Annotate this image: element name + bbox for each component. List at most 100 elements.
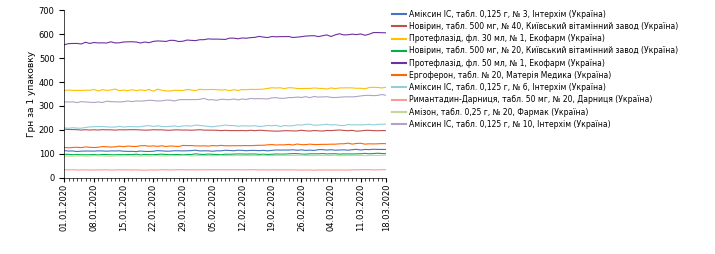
Новірин, табл. 500 мг, № 20, Київський вітамінний завод (Україна) [382,152,390,155]
Line: Новірин, табл. 500 мг, № 20, Київський вітамінний завод (Україна): Новірин, табл. 500 мг, № 20, Київський в… [64,153,386,155]
Line: Амізон, табл. 0,25 г, № 20, Фармак (Україна): Амізон, табл. 0,25 г, № 20, Фармак (Укра… [64,155,386,156]
Протефлазід, фл. 30 мл, № 1, Екофарм (Україна) [174,89,183,92]
Римантадин-Дарниця, табл. 50 мг, № 20, Дарниця (Україна) [166,168,174,171]
Новірин, табл. 500 мг, № 40, Київський вітамінний завод (Україна) [124,128,132,131]
Протефлазід, фл. 30 мл, № 1, Екофарм (Україна) [204,88,212,91]
Амізон, табл. 0,25 г, № 20, Фармак (Україна) [242,154,251,157]
Аміксин ІС, табл. 0,125 г, № 3, Інтерхім (Україна) [369,148,378,151]
Римантадин-Дарниця, табл. 50 мг, № 20, Дарниця (Україна) [170,168,179,171]
Ергоферон, табл. № 20, Матерія Медика (Україна) [60,146,69,149]
Аміксин ІС, табл. 0,125 г, № 3, Інтерхім (Україна) [132,150,141,153]
Новірин, табл. 500 мг, № 20, Київський вітамінний завод (Україна) [195,153,204,156]
Протефлазід, фл. 30 мл, № 1, Екофарм (Україна) [60,89,69,92]
Аміксин ІС, табл. 0,125 г, № 10, Інтерхім (Україна) [378,93,386,96]
Ергоферон, табл. № 20, Матерія Медика (Україна) [242,144,251,147]
Римантадин-Дарниця, табл. 50 мг, № 20, Дарниця (Україна) [310,169,318,172]
Ергоферон, табл. № 20, Матерія Медика (Україна) [64,146,73,149]
Аміксин ІС, табл. 0,125 г, № 6, Інтерхім (Україна) [128,125,137,128]
Новірин, табл. 500 мг, № 40, Київський вітамінний завод (Україна) [192,129,200,132]
Новірин, табл. 500 мг, № 40, Київський вітамінний завод (Україна) [382,129,390,132]
Ергоферон, табл. № 20, Матерія Медика (Україна) [344,142,352,145]
Протефлазід, фл. 30 мл, № 1, Екофарм (Україна) [382,86,390,89]
Аміксин ІС, табл. 0,125 г, № 6, Інтерхім (Україна) [60,126,69,129]
Амізон, табл. 0,25 г, № 20, Фармак (Україна) [128,154,137,157]
Line: Аміксин ІС, табл. 0,125 г, № 6, Інтерхім (Україна): Аміксин ІС, табл. 0,125 г, № 6, Інтерхім… [64,124,386,128]
Амізон, табл. 0,25 г, № 20, Фармак (Україна) [102,155,111,158]
Ергоферон, табл. № 20, Матерія Медика (Україна) [174,145,183,148]
Амізон, табл. 0,25 г, № 20, Фармак (Україна) [60,154,69,157]
Y-axis label: Грн за 1 упаковку: Грн за 1 упаковку [27,51,36,137]
Аміксин ІС, табл. 0,125 г, № 10, Інтерхім (Україна) [242,98,251,101]
Аміксин ІС, табл. 0,125 г, № 3, Інтерхім (Україна) [204,149,212,152]
Аміксин ІС, табл. 0,125 г, № 3, Інтерхім (Україна) [170,149,179,152]
Протефлазід, фл. 50 мл, № 1, Екофарм (Україна) [238,37,247,40]
Аміксин ІС, табл. 0,125 г, № 3, Інтерхім (Україна) [195,149,204,152]
Новірин, табл. 500 мг, № 20, Київський вітамінний завод (Україна) [137,153,145,156]
Протефлазід, фл. 50 мл, № 1, Екофарм (Україна) [199,38,208,41]
Протефлазід, фл. 30 мл, № 1, Екофарм (Україна) [124,89,132,92]
Line: Ергоферон, табл. № 20, Матерія Медика (Україна): Ергоферон, табл. № 20, Матерія Медика (У… [64,143,386,148]
Протефлазід, фл. 50 мл, № 1, Екофарм (Україна) [166,39,174,42]
Новірин, табл. 500 мг, № 40, Київський вітамінний завод (Україна) [166,129,174,132]
Аміксин ІС, табл. 0,125 г, № 10, Інтерхім (Україна) [60,100,69,103]
Амізон, табл. 0,25 г, № 20, Фармак (Україна) [195,154,204,157]
Ергоферон, табл. № 20, Матерія Медика (Україна) [128,145,137,148]
Аміксин ІС, табл. 0,125 г, № 6, Інтерхім (Україна) [170,124,179,128]
Аміксин ІС, табл. 0,125 г, № 10, Інтерхім (Україна) [382,94,390,97]
Аміксин ІС, табл. 0,125 г, № 6, Інтерхім (Україна) [204,125,212,128]
Новірин, табл. 500 мг, № 40, Київський вітамінний завод (Україна) [170,128,179,131]
Протефлазід, фл. 50 мл, № 1, Екофарм (Україна) [382,31,390,34]
Ергоферон, табл. № 20, Матерія Медика (Україна) [382,142,390,145]
Новірин, табл. 500 мг, № 20, Київський вітамінний завод (Україна) [170,153,179,156]
Новірин, табл. 500 мг, № 20, Київський вітамінний завод (Україна) [174,153,183,156]
Амізон, табл. 0,25 г, № 20, Фармак (Україна) [204,154,212,157]
Line: Аміксин ІС, табл. 0,125 г, № 3, Інтерхім (Україна): Аміксин ІС, табл. 0,125 г, № 3, Інтерхім… [64,149,386,152]
Амізон, табл. 0,25 г, № 20, Фармак (Україна) [382,153,390,156]
Римантадин-Дарниця, табл. 50 мг, № 20, Дарниця (Україна) [204,168,212,171]
Амізон, табл. 0,25 г, № 20, Фармак (Україна) [174,154,183,157]
Legend: Аміксин ІС, табл. 0,125 г, № 3, Інтерхім (Україна), Новірин, табл. 500 мг, № 40,: Аміксин ІС, табл. 0,125 г, № 3, Інтерхім… [389,7,681,132]
Аміксин ІС, табл. 0,125 г, № 10, Інтерхім (Україна) [174,98,183,101]
Новірин, табл. 500 мг, № 20, Київський вітамінний завод (Україна) [204,153,212,156]
Римантадин-Дарниця, табл. 50 мг, № 20, Дарниця (Україна) [242,168,251,171]
Аміксин ІС, табл. 0,125 г, № 6, Інтерхім (Україна) [382,123,390,126]
Ергоферон, табл. № 20, Матерія Медика (Україна) [195,144,204,147]
Новірин, табл. 500 мг, № 20, Київський вітамінний завод (Україна) [60,153,69,156]
Аміксин ІС, табл. 0,125 г, № 10, Інтерхім (Україна) [204,98,212,101]
Новірин, табл. 500 мг, № 20, Київський вітамінний завод (Україна) [124,153,132,156]
Аміксин ІС, табл. 0,125 г, № 6, Інтерхім (Україна) [242,124,251,128]
Аміксин ІС, табл. 0,125 г, № 6, Інтерхім (Україна) [378,123,386,126]
Протефлазід, фл. 50 мл, № 1, Екофарм (Україна) [170,39,179,42]
Протефлазід, фл. 30 мл, № 1, Екофарм (Україна) [170,89,179,92]
Аміксин ІС, табл. 0,125 г, № 3, Інтерхім (Україна) [382,148,390,151]
Римантадин-Дарниця, табл. 50 мг, № 20, Дарниця (Україна) [382,168,390,171]
Аміксин ІС, табл. 0,125 г, № 3, Інтерхім (Україна) [242,149,251,152]
Аміксин ІС, табл. 0,125 г, № 10, Інтерхім (Україна) [170,100,179,103]
Римантадин-Дарниця, табл. 50 мг, № 20, Дарниця (Україна) [124,168,132,171]
Протефлазід, фл. 30 мл, № 1, Екофарм (Україна) [149,90,157,93]
Протефлазід, фл. 30 мл, № 1, Екофарм (Україна) [242,88,251,91]
Новірин, табл. 500 мг, № 40, Київський вітамінний завод (Україна) [199,129,208,132]
Римантадин-Дарниця, табл. 50 мг, № 20, Дарниця (Україна) [174,168,183,171]
Ергоферон, табл. № 20, Матерія Медика (Україна) [170,145,179,148]
Аміксин ІС, табл. 0,125 г, № 6, Інтерхім (Україна) [174,125,183,128]
Новірин, табл. 500 мг, № 20, Київський вітамінний завод (Україна) [373,152,382,155]
Ергоферон, табл. № 20, Матерія Медика (Україна) [204,145,212,148]
Аміксин ІС, табл. 0,125 г, № 3, Інтерхім (Україна) [124,150,132,153]
Протефлазід, фл. 50 мл, № 1, Екофарм (Україна) [373,31,382,34]
Line: Аміксин ІС, табл. 0,125 г, № 10, Інтерхім (Україна): Аміксин ІС, табл. 0,125 г, № 10, Інтерхі… [64,94,386,103]
Line: Протефлазід, фл. 30 мл, № 1, Екофарм (Україна): Протефлазід, фл. 30 мл, № 1, Екофарм (Ук… [64,87,386,91]
Протефлазід, фл. 30 мл, № 1, Екофарм (Україна) [195,88,204,91]
Аміксин ІС, табл. 0,125 г, № 10, Інтерхім (Україна) [128,100,137,103]
Аміксин ІС, табл. 0,125 г, № 6, Інтерхім (Україна) [195,124,204,127]
Новірин, табл. 500 мг, № 20, Київський вітамінний завод (Україна) [242,153,251,156]
Line: Протефлазід, фл. 50 мл, № 1, Екофарм (Україна): Протефлазід, фл. 50 мл, № 1, Екофарм (Ук… [64,33,386,45]
Аміксин ІС, табл. 0,125 г, № 6, Інтерхім (Україна) [64,127,73,130]
Аміксин ІС, табл. 0,125 г, № 10, Інтерхім (Україна) [195,98,204,101]
Новірин, табл. 500 мг, № 40, Київський вітамінний завод (Україна) [352,130,361,133]
Протефлазід, фл. 50 мл, № 1, Екофарм (Україна) [192,39,200,42]
Римантадин-Дарниця, табл. 50 мг, № 20, Дарниця (Україна) [195,168,204,171]
Протефлазід, фл. 50 мл, № 1, Екофарм (Україна) [124,40,132,43]
Новірин, табл. 500 мг, № 40, Київський вітамінний завод (Україна) [238,129,247,132]
Протефлазід, фл. 50 мл, № 1, Екофарм (Україна) [60,43,69,46]
